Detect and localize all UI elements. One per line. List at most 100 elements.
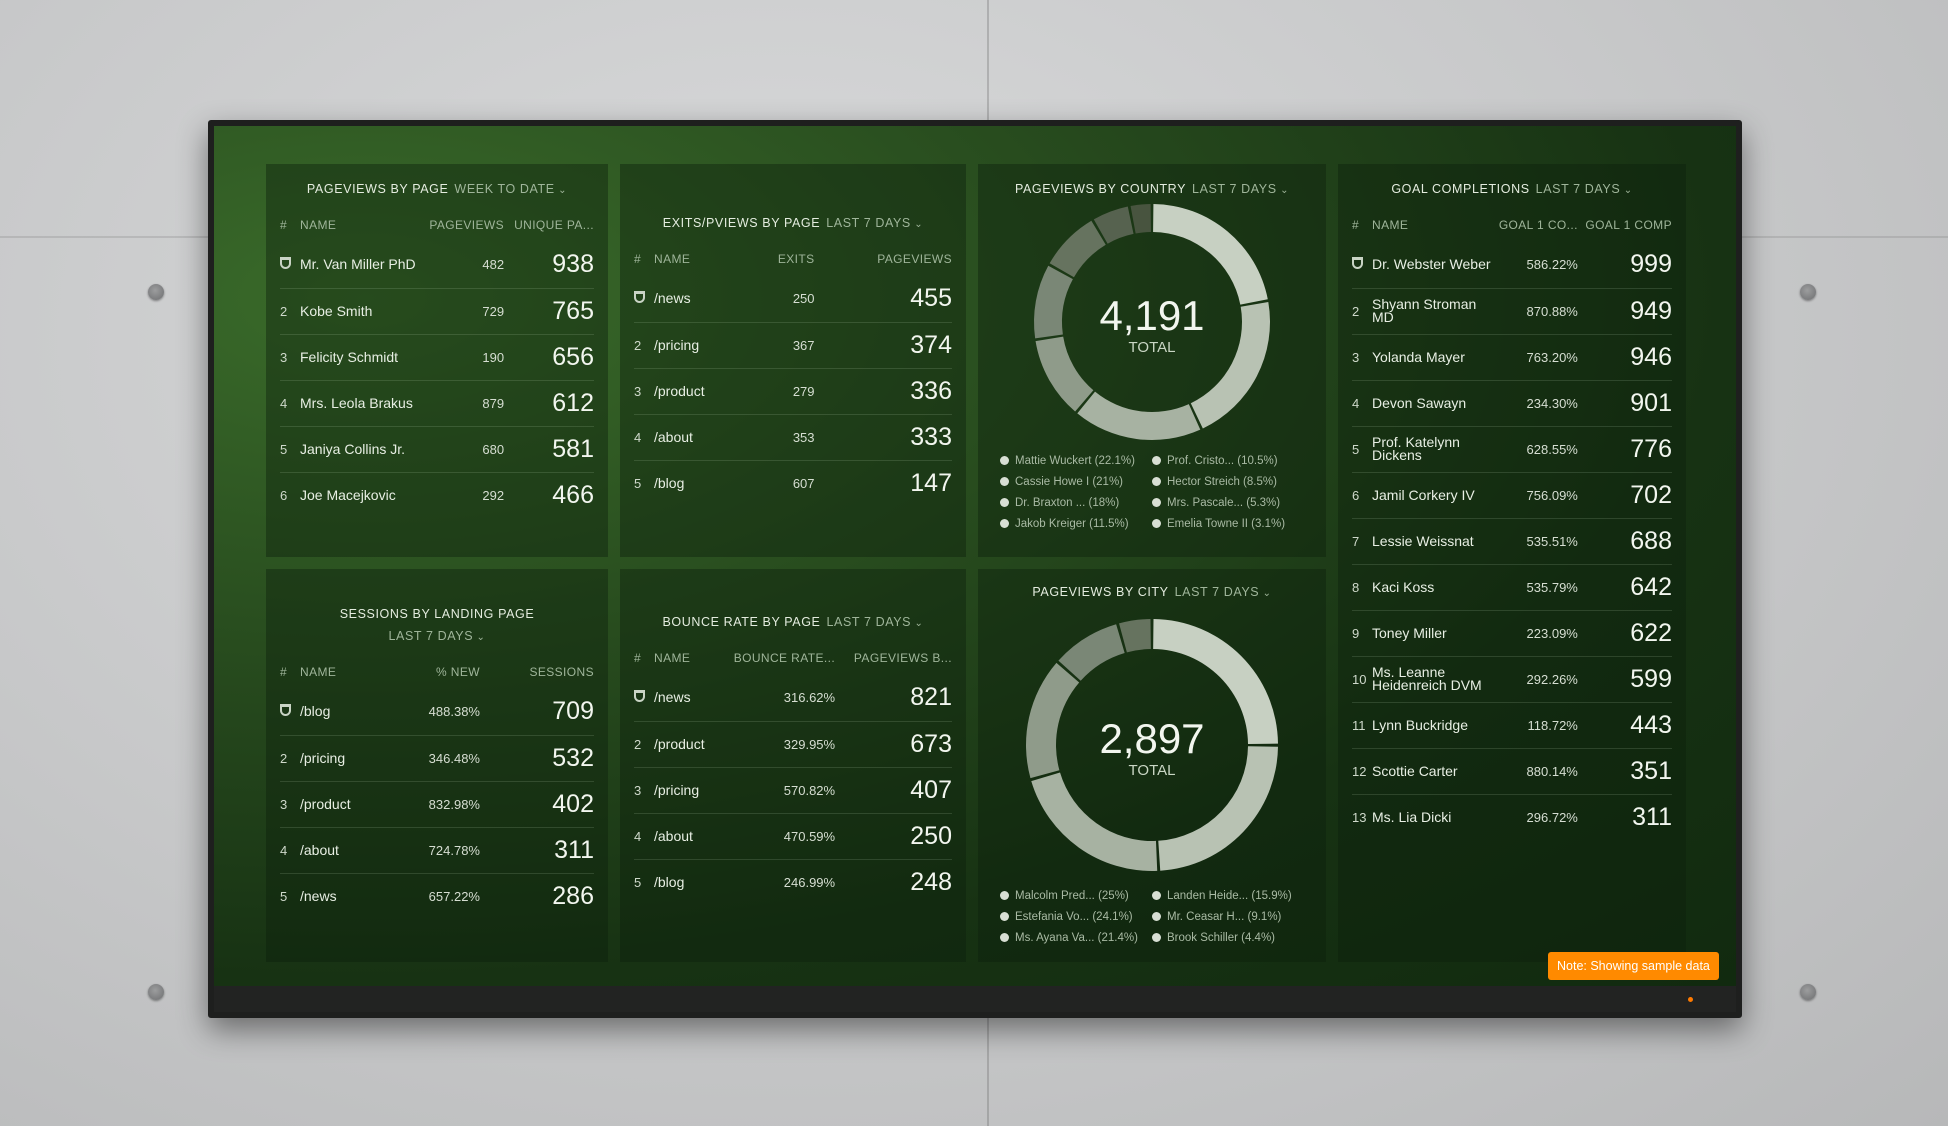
table-row: Dr. Webster Weber 586.22% 999 bbox=[1352, 242, 1672, 288]
table-row: 9 Toney Miller 223.09% 622 bbox=[1352, 609, 1672, 656]
legend-label: Emelia Towne II (3.1%) bbox=[1167, 518, 1286, 530]
row-rank: 6 bbox=[280, 471, 300, 518]
date-range-dropdown[interactable]: LAST 7 DAYS bbox=[826, 216, 923, 230]
panel-pageviews-by-country: PAGEVIEWS BY COUNTRY LAST 7 DAYS 4,191TOT… bbox=[978, 164, 1326, 557]
row-rank: 3 bbox=[280, 780, 300, 827]
table-row: 5/blog 246.99% 248 bbox=[634, 858, 952, 905]
row-rank: 3 bbox=[280, 333, 300, 380]
donut-slice bbox=[1190, 302, 1270, 429]
row-pageviews: 333 bbox=[814, 413, 952, 460]
panel-title-text: PAGEVIEWS BY PAGE bbox=[306, 182, 449, 196]
table-row: 2/pricing 346.48% 532 bbox=[280, 734, 594, 781]
table-row: 2 Shyann Stroman MD 870.88% 949 bbox=[1352, 287, 1672, 334]
row-name: /pricing bbox=[300, 734, 390, 781]
col-header-goal-rate: GOAL 1 CO... bbox=[1498, 218, 1578, 232]
row-unique: 765 bbox=[504, 287, 594, 334]
table-row: 4 Mrs. Leola Brakus 879 612 bbox=[280, 379, 594, 426]
row-name: Ms. Leanne Heidenreich DVM bbox=[1372, 655, 1492, 702]
legend-dot-icon bbox=[1000, 933, 1009, 942]
date-range-dropdown[interactable]: WEEK TO DATE bbox=[454, 182, 567, 196]
row-name: /about bbox=[654, 812, 715, 859]
row-pageviews: 374 bbox=[814, 321, 952, 368]
date-range-dropdown[interactable]: LAST 7 DAYS bbox=[1175, 585, 1272, 599]
row-pageviews: 407 bbox=[835, 766, 952, 813]
trophy-icon bbox=[634, 690, 645, 703]
row-pageviews: 729 bbox=[420, 287, 505, 334]
legend-label: Mattie Wuckert (22.1%) bbox=[1015, 455, 1135, 467]
row-rank: 2 bbox=[634, 720, 654, 767]
table-row: /blog 488.38% 709 bbox=[280, 689, 594, 735]
table-row: 8 Kaci Koss 535.79% 642 bbox=[1352, 563, 1672, 610]
row-pct-new: 657.22% bbox=[389, 872, 480, 919]
row-pageviews: 455 bbox=[910, 284, 952, 313]
row-name: /blog bbox=[300, 703, 331, 720]
col-header-pageviews: PAGEVIEWS bbox=[877, 252, 952, 266]
row-name: Jamil Corkery IV bbox=[1372, 471, 1492, 518]
legend-item: Hector Streich (8.5%) bbox=[1152, 472, 1302, 493]
panel-sessions-by-landing: SESSIONS BY LANDING PAGE LAST 7 DAYS # N… bbox=[266, 569, 608, 962]
row-unique: 466 bbox=[504, 471, 594, 518]
row-rank: 4 bbox=[1352, 379, 1372, 426]
legend-label: Hector Streich (8.5%) bbox=[1167, 476, 1277, 488]
row-rank: 4 bbox=[280, 379, 300, 426]
tv-bezel-bottom bbox=[214, 986, 1736, 1012]
legend-dot-icon bbox=[1152, 912, 1161, 921]
row-name: /blog bbox=[654, 459, 748, 506]
row-goal-comp: 901 bbox=[1577, 379, 1672, 426]
donut-slice bbox=[1119, 619, 1151, 653]
row-pageviews: 673 bbox=[835, 720, 952, 767]
panel-pageviews-by-page: PAGEVIEWS BY PAGE WEEK TO DATE # NAME PAG… bbox=[266, 164, 608, 557]
row-rank: 4 bbox=[280, 826, 300, 873]
row-pageviews: 879 bbox=[420, 379, 505, 426]
row-rank: 5 bbox=[280, 872, 300, 919]
legend-item: Jakob Kreiger (11.5%) bbox=[1000, 514, 1152, 535]
row-rank: 2 bbox=[1352, 287, 1372, 334]
row-goal-rate: 296.72% bbox=[1492, 793, 1578, 840]
row-pct-new: 832.98% bbox=[389, 780, 480, 827]
row-unique: 581 bbox=[504, 425, 594, 472]
table-row: Mr. Van Miller PhD 482 938 bbox=[280, 242, 594, 288]
row-rank: 11 bbox=[1352, 701, 1372, 748]
col-header-pageviews: PAGEVIEWS B... bbox=[853, 651, 952, 665]
row-name: /pricing bbox=[654, 321, 748, 368]
donut-total-value: 2,897 bbox=[1099, 715, 1204, 762]
date-range-dropdown[interactable]: LAST 7 DAYS bbox=[266, 629, 608, 643]
date-range-dropdown[interactable]: LAST 7 DAYS bbox=[826, 615, 923, 629]
row-goal-comp: 688 bbox=[1577, 517, 1672, 564]
row-unique: 656 bbox=[504, 333, 594, 380]
row-name: /pricing bbox=[654, 766, 715, 813]
col-header-exits: EXITS bbox=[777, 252, 815, 266]
donut-slice bbox=[1049, 220, 1106, 278]
row-exits: 250 bbox=[792, 291, 815, 307]
panel-bounce-rate-by-page: BOUNCE RATE BY PAGE LAST 7 DAYS # NAME BO… bbox=[620, 569, 966, 962]
row-name: /product bbox=[300, 780, 390, 827]
row-exits: 367 bbox=[747, 321, 815, 368]
date-range-dropdown[interactable]: LAST 7 DAYS bbox=[1536, 182, 1633, 196]
row-goal-rate: 763.20% bbox=[1492, 333, 1578, 380]
legend-dot-icon bbox=[1000, 891, 1009, 900]
row-goal-rate: 223.09% bbox=[1492, 609, 1578, 656]
row-unique: 612 bbox=[504, 379, 594, 426]
table-row: 3 Yolanda Mayer 763.20% 946 bbox=[1352, 333, 1672, 380]
trophy-icon bbox=[280, 257, 291, 270]
row-goal-comp: 443 bbox=[1577, 701, 1672, 748]
table-row: 6 Jamil Corkery IV 756.09% 702 bbox=[1352, 471, 1672, 518]
row-rank: 6 bbox=[1352, 471, 1372, 518]
legend-label: Jakob Kreiger (11.5%) bbox=[1015, 518, 1129, 530]
table-row: 3/pricing 570.82% 407 bbox=[634, 766, 952, 813]
data-table: # NAME BOUNCE RATE... PAGEVIEWS B... /ne… bbox=[634, 651, 952, 905]
panel-title-text: PAGEVIEWS BY COUNTRY bbox=[1014, 182, 1187, 196]
table-row: 2/product 329.95% 673 bbox=[634, 720, 952, 767]
col-header-rank: # bbox=[634, 252, 642, 266]
legend-label: Brook Schiller (4.4%) bbox=[1167, 932, 1276, 944]
table-row: 5 Janiya Collins Jr. 680 581 bbox=[280, 425, 594, 472]
row-goal-rate: 535.79% bbox=[1492, 563, 1578, 610]
row-name: /product bbox=[654, 720, 715, 767]
row-bounce-rate: 329.95% bbox=[714, 720, 836, 767]
row-rank: 4 bbox=[634, 812, 654, 859]
panel-title: GOAL COMPLETIONS LAST 7 DAYS bbox=[1338, 182, 1686, 196]
date-range-dropdown[interactable]: LAST 7 DAYS bbox=[1192, 182, 1289, 196]
legend-label: Estefania Vo... (24.1%) bbox=[1015, 911, 1133, 923]
